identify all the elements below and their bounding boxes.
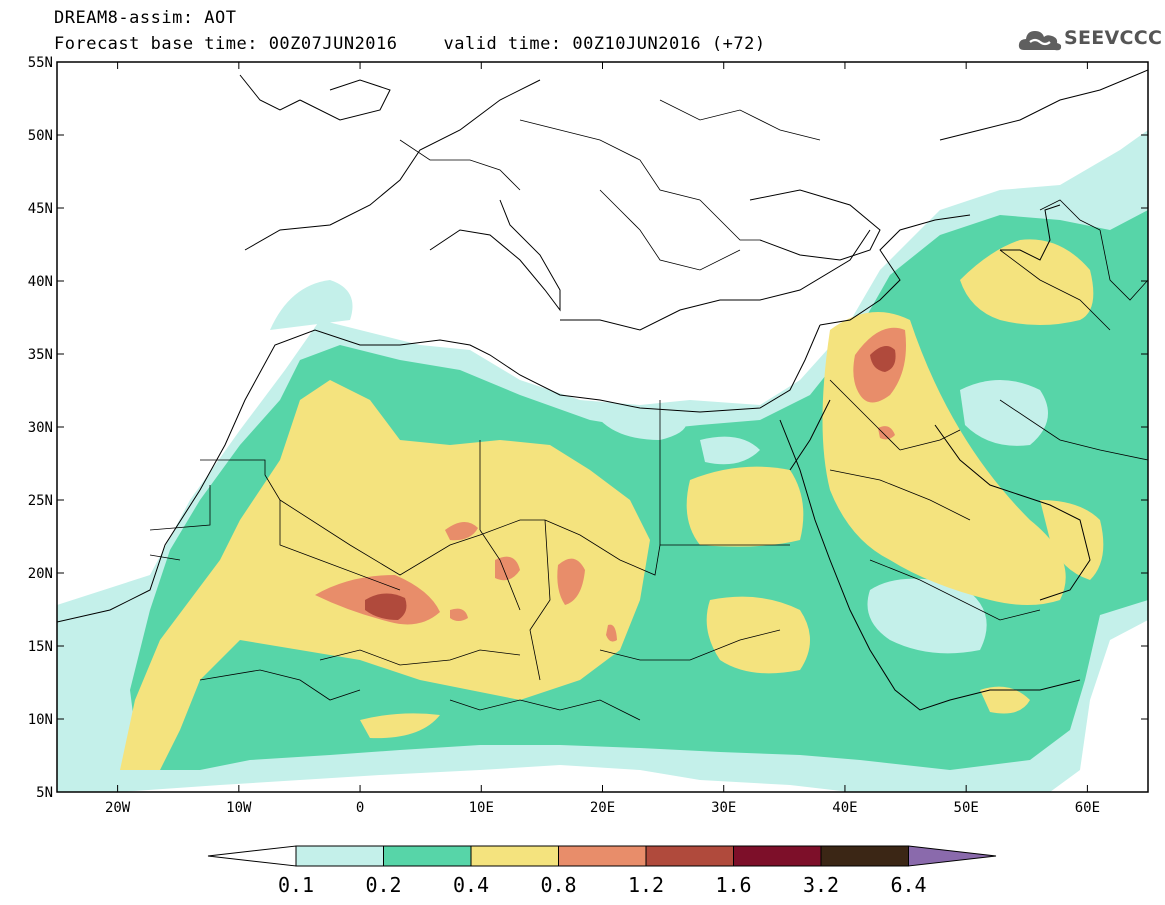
colorbar-label: 1.2	[628, 873, 664, 897]
lat-tick-label: 15N	[28, 639, 53, 655]
colorbar-bin-6	[733, 845, 822, 867]
lon-tick-label: 10W	[226, 800, 252, 816]
colorbar-bin-7	[820, 845, 909, 867]
lat-tick-label: 5N	[36, 785, 53, 801]
lon-tick-label: 20W	[105, 800, 131, 816]
longitude-axis: 20W 10W 0 10E 20E 30E 40E 50E 60E	[105, 62, 1100, 816]
borders	[149, 99, 1148, 721]
colorbar-label: 1.6	[715, 873, 751, 897]
colorbar-bin-4	[558, 845, 647, 867]
lat-tick-label: 40N	[28, 274, 53, 290]
lon-tick-label: 50E	[954, 800, 979, 816]
cloud-icon	[1018, 31, 1062, 51]
colorbar-bin-1	[295, 845, 384, 867]
coastlines	[57, 69, 1148, 792]
logo-text: SEEVCCC	[1064, 27, 1163, 49]
aot-fields	[57, 130, 1148, 792]
valid-time: valid time: 00Z10JUN2016 (+72)	[443, 34, 766, 54]
title-line1: DREAM8-assim: AOT	[54, 8, 237, 28]
lat-tick-label: 55N	[28, 55, 53, 71]
seevccc-logo: SEEVCCC	[1016, 24, 1162, 56]
title-line2: Forecast base time: 00Z07JUN2016 valid ti…	[54, 34, 766, 54]
lon-tick-label: 20E	[590, 800, 615, 816]
lon-tick-label: 40E	[832, 800, 857, 816]
lat-tick-label: 45N	[28, 201, 53, 217]
lat-tick-label: 30N	[28, 420, 53, 436]
colorbar: 0.1 0.2 0.4 0.8 1.2 1.6 3.2 6.4	[207, 845, 997, 897]
lat-tick-label: 50N	[28, 128, 53, 144]
lon-tick-label: 60E	[1075, 800, 1100, 816]
colorbar-label: 0.1	[278, 873, 314, 897]
colorbar-low-arrow	[207, 845, 297, 867]
colorbar-bin-3	[470, 845, 559, 867]
colorbar-label: 6.4	[890, 873, 926, 897]
aot-holes	[600, 380, 1048, 654]
colorbar-bin-5	[645, 845, 734, 867]
base-time: Forecast base time: 00Z07JUN2016	[54, 34, 398, 54]
colorbar-bin-2	[383, 845, 472, 867]
lon-tick-label: 0	[356, 800, 364, 816]
lon-tick-label: 30E	[711, 800, 736, 816]
colorbar-label: 3.2	[803, 873, 839, 897]
colorbar-label: 0.4	[453, 873, 489, 897]
colorbar-label: 0.8	[540, 873, 576, 897]
lat-tick-label: 35N	[28, 347, 53, 363]
lon-tick-label: 10E	[469, 800, 494, 816]
latitude-axis: 5N 10N 15N 20N 25N 30N 35N 40N 45N 50N 55N	[28, 55, 1148, 801]
colorbar-labels: 0.1 0.2 0.4 0.8 1.2 1.6 3.2 6.4	[278, 873, 927, 897]
lat-tick-label: 20N	[28, 566, 53, 582]
colorbar-high-arrow	[908, 845, 997, 867]
aot-level-1-2	[365, 346, 896, 620]
lat-tick-label: 10N	[28, 712, 53, 728]
colorbar-label: 0.2	[365, 873, 401, 897]
lat-tick-label: 25N	[28, 493, 53, 509]
